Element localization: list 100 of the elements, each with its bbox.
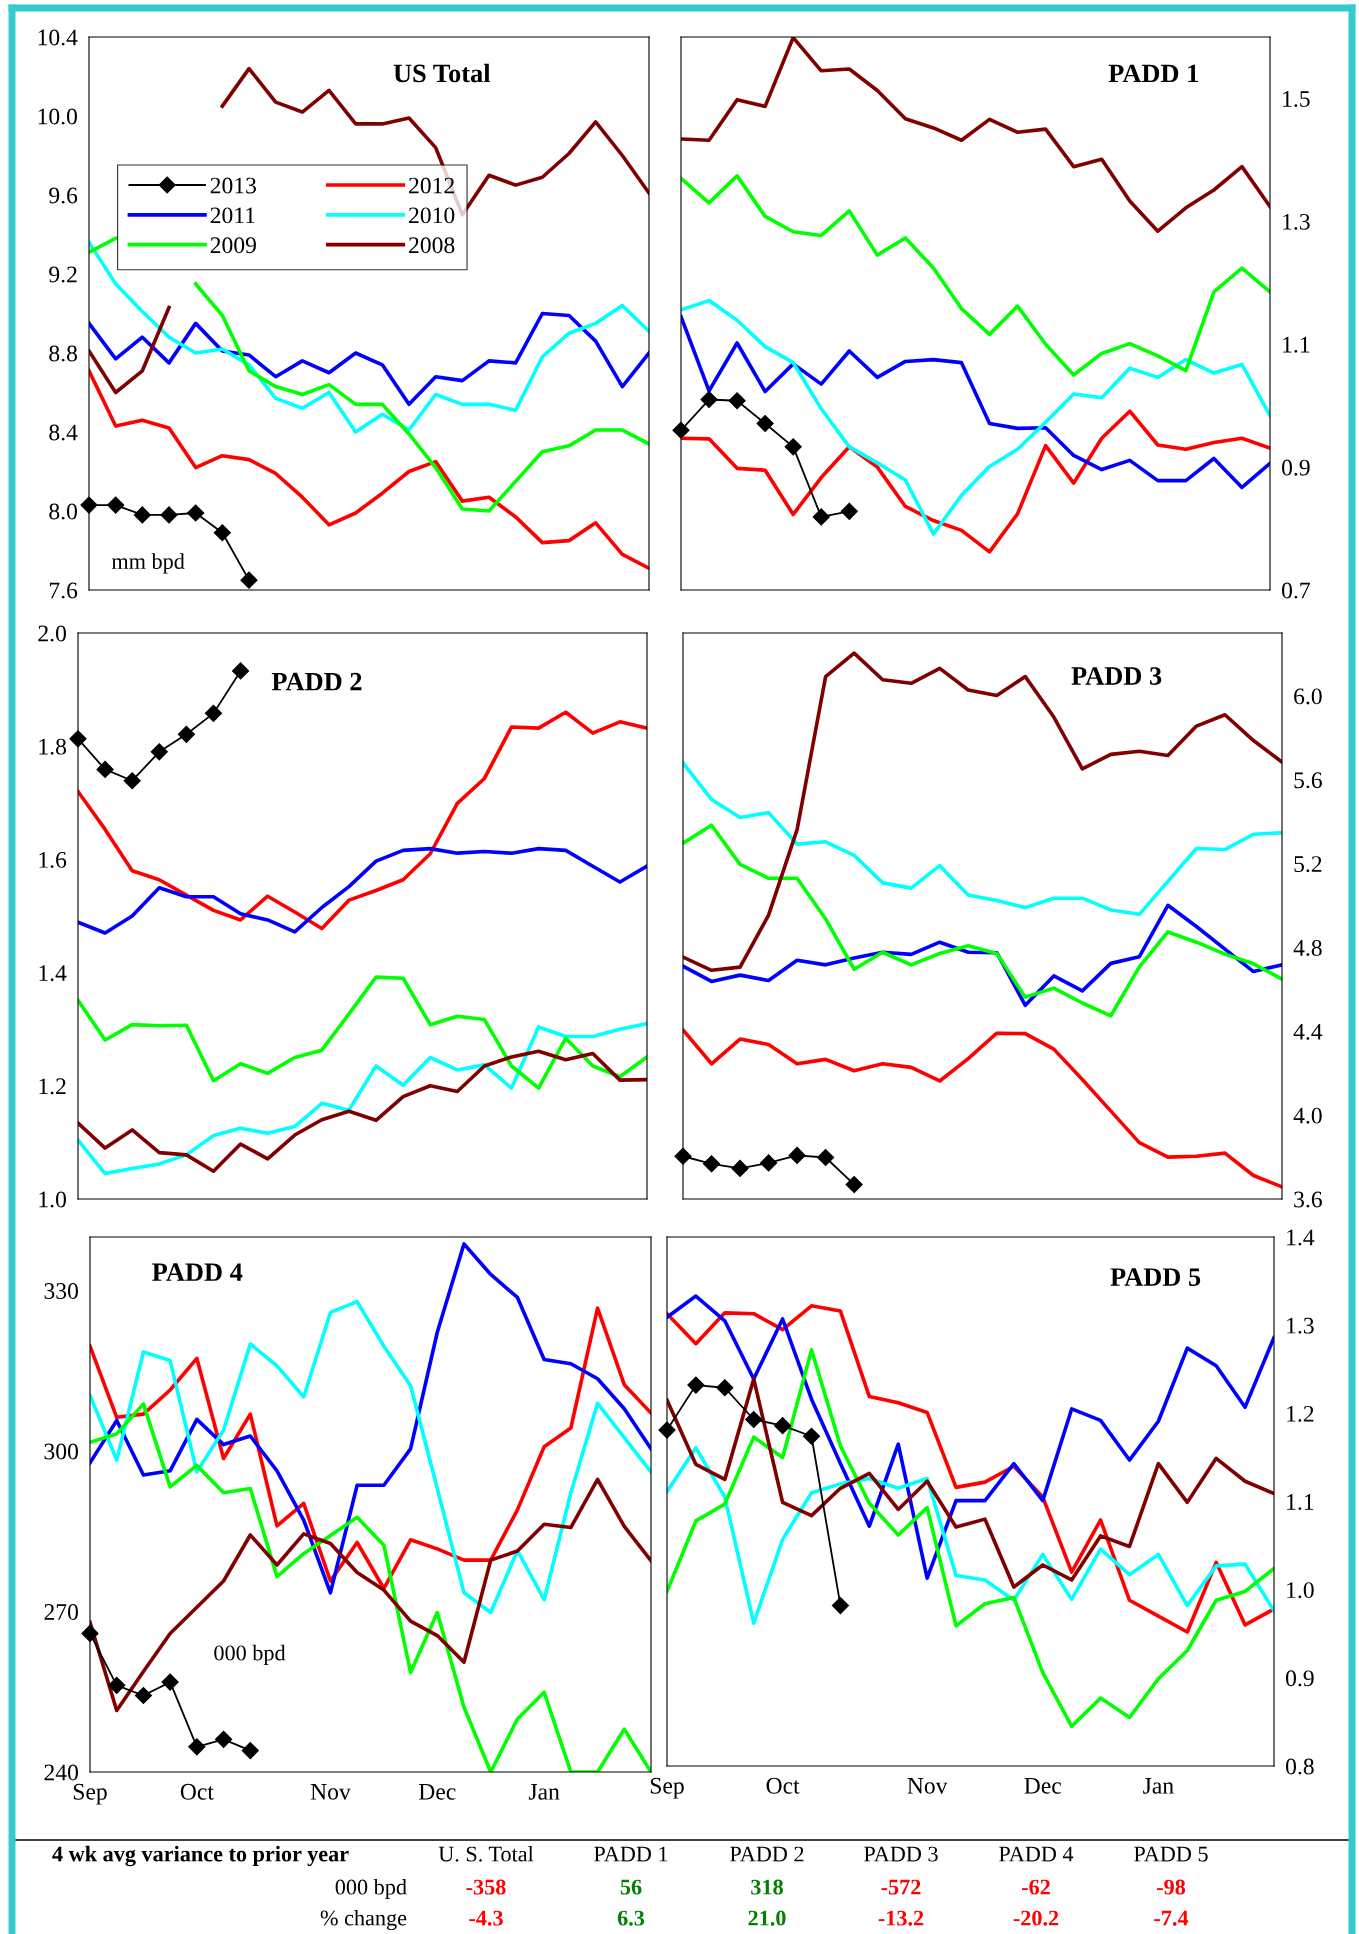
point [188,1738,206,1756]
y-tick-label: 10.0 [38,108,77,125]
point [774,1417,792,1435]
point [756,414,774,433]
y-tick-label: 1.4 [39,965,67,982]
point [745,1410,763,1429]
point [177,725,195,743]
point [213,524,231,542]
x-tick-label: Sep [650,1777,684,1799]
text: -20.2 [1013,1910,1059,1926]
y-tick-label: 8.0 [49,503,77,520]
y-tick-label: 1.1 [1287,1494,1314,1511]
point [728,392,746,410]
text: -7.4 [1154,1910,1189,1926]
y-tick-label: 4.4 [1293,1023,1323,1040]
x-tick-label: Jan [528,1784,560,1800]
y-tick-label: 4.8 [1293,939,1322,956]
y-tick-label: 9.2 [49,266,77,283]
point [215,1730,233,1748]
y-tick-label: 0.7 [1282,582,1310,599]
point [187,504,205,522]
point [760,1154,778,1172]
y-tick-label: 1.4 [1287,1229,1315,1246]
point [731,1159,749,1177]
point [150,743,168,761]
y-tick-label: 8.8 [49,345,77,362]
point [700,390,718,409]
line-series [667,1445,1274,1625]
point [817,1148,835,1167]
text: 21.0 [748,1910,786,1926]
y-tick-label: 300 [44,1443,78,1460]
y-tick-label: 0.9 [1286,1670,1314,1687]
y-tick-label: 3.6 [1294,1191,1322,1208]
point [658,1421,676,1439]
line-series [667,1348,1274,1729]
point [845,1175,863,1194]
text: -358 [466,1879,506,1895]
y-tick-label: 1.8 [39,738,66,755]
x-tick-label: Dec [1024,1778,1062,1794]
point [674,1147,692,1165]
line-series [683,651,1282,973]
text: 56 [620,1879,642,1895]
y-tick-label: 1.0 [39,1191,66,1208]
y-tick-label: 5.2 [1294,856,1322,873]
legend-label: 2008 [409,237,455,254]
line-series [78,975,647,1090]
y-tick-label: 1.2 [39,1078,66,1095]
text: PADD 4 [152,1263,243,1281]
line-series [681,314,1270,490]
text: PADD 3 [864,1846,938,1862]
y-tick-label: 0.8 [1286,1758,1314,1775]
line-series [683,761,1282,917]
point [134,1686,152,1705]
x-tick-label: Dec [418,1784,456,1800]
y-tick-label: 6.0 [1294,688,1322,705]
point [160,506,178,524]
point [672,421,690,439]
text: PADD 5 [1110,1268,1201,1286]
annotation: 000 bpd [214,1644,286,1665]
line-series [78,1021,647,1176]
line-series [681,298,1270,536]
line-series [681,174,1270,377]
y-tick-label: 5.6 [1294,772,1322,789]
text: 318 [751,1879,783,1895]
point [69,730,87,748]
y-tick-label: 1.0 [1287,1582,1314,1599]
point [204,704,223,722]
point [81,1624,99,1642]
text: PADD 1 [594,1846,668,1862]
x-tick-label: Nov [310,1784,351,1800]
y-tick-label: 1.2 [1287,1405,1314,1422]
line-series [78,846,647,935]
y-tick-label: 1.3 [1287,1317,1314,1334]
text: US Total [393,63,491,83]
legend-label: 2012 [409,177,454,194]
point [702,1155,721,1173]
point [788,1146,806,1164]
text: PADD 1 [1108,64,1198,83]
y-tick-label: 0.9 [1282,459,1310,476]
y-tick-label: 10.4 [38,29,78,46]
y-tick-label: 9.6 [49,187,78,204]
point [241,1742,259,1760]
y-tick-label: 270 [44,1603,78,1620]
point [831,1596,849,1615]
x-tick-label: Oct [766,1777,800,1794]
text: -98 [1157,1879,1186,1895]
text: 4 wk avg variance to prior year [52,1845,349,1867]
x-tick-label: Nov [907,1778,948,1794]
y-tick-label: 1.1 [1283,336,1310,353]
text: PADD 3 [1071,667,1162,685]
point [716,1379,734,1397]
point [123,772,141,790]
line-series [78,710,647,931]
legend-label: 2009 [210,237,256,254]
legend-label: 2010 [409,207,455,224]
point [80,496,98,514]
line-series [667,1377,1274,1589]
y-tick-label: 1.3 [1283,213,1310,230]
point [108,1676,126,1694]
line-series [683,823,1282,1018]
